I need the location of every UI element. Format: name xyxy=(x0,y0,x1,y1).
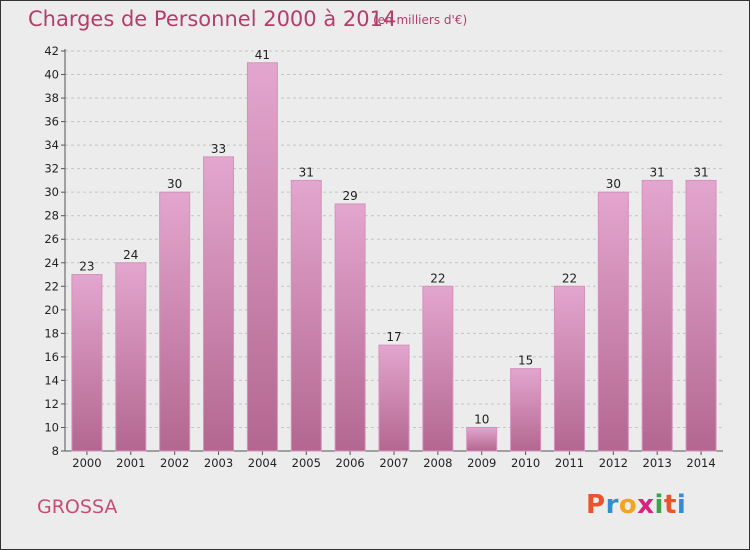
y-tick-label: 26 xyxy=(44,232,59,246)
y-tick-label: 22 xyxy=(44,279,59,293)
bar-2009 xyxy=(466,426,498,452)
bar-2012 xyxy=(597,191,629,452)
logo-letter: t xyxy=(663,490,677,520)
x-tick-label-2013: 2013 xyxy=(643,456,672,470)
value-label-2011: 22 xyxy=(562,271,577,285)
x-tick-label-2000: 2000 xyxy=(72,456,101,470)
y-tick-label: 40 xyxy=(44,68,59,82)
value-label-2002: 30 xyxy=(167,177,182,191)
bar-2005 xyxy=(290,179,322,452)
x-tick-label-2012: 2012 xyxy=(599,456,628,470)
x-tick-label-2010: 2010 xyxy=(511,456,540,470)
x-tick-label-2005: 2005 xyxy=(292,456,321,470)
x-tick-label-2001: 2001 xyxy=(116,456,145,470)
logo-letter: i xyxy=(654,490,664,520)
value-label-2013: 31 xyxy=(650,165,665,179)
y-tick-label: 32 xyxy=(44,162,59,176)
value-label-2008: 22 xyxy=(430,271,445,285)
bar-2008 xyxy=(422,285,454,452)
proxiti-logo: Proxiti xyxy=(586,490,686,520)
value-label-2007: 17 xyxy=(386,330,401,344)
y-tick-label: 38 xyxy=(44,91,59,105)
bar-2011 xyxy=(553,285,585,452)
y-tick-label: 42 xyxy=(44,44,59,58)
logo-letter: o xyxy=(618,490,638,520)
value-label-2014: 31 xyxy=(693,165,708,179)
value-label-2003: 33 xyxy=(211,142,226,156)
logo-letter: i xyxy=(676,490,687,520)
commune-name: GROSSA xyxy=(37,496,118,518)
x-tick-label-2006: 2006 xyxy=(335,456,364,470)
y-tick-label: 36 xyxy=(44,115,59,129)
bars xyxy=(71,62,717,452)
bar-2000 xyxy=(71,274,103,452)
x-tick-label-2007: 2007 xyxy=(379,456,408,470)
bar-2006 xyxy=(334,203,366,452)
value-label-2005: 31 xyxy=(299,165,314,179)
bar-2014 xyxy=(685,179,717,452)
value-label-2010: 15 xyxy=(518,354,533,368)
logo-letter: P xyxy=(586,490,606,520)
bar-2001 xyxy=(115,262,147,452)
value-label-2012: 30 xyxy=(606,177,621,191)
bar-2002 xyxy=(159,191,191,452)
y-tick-label: 24 xyxy=(44,256,59,270)
labels: 8 10 12 14 16 18 20 22 24 26 28 30 32 34 36 38 40 42 23 200… xyxy=(44,44,715,470)
bar-2010 xyxy=(510,368,542,452)
logo-letter: r xyxy=(605,490,619,520)
y-tick-label: 30 xyxy=(44,185,59,199)
bar-2013 xyxy=(641,179,673,452)
y-tick-label: 18 xyxy=(44,326,59,340)
bar-2003 xyxy=(203,156,235,452)
bar-2007 xyxy=(378,344,410,452)
value-label-2006: 29 xyxy=(342,189,357,203)
x-tick-label-2011: 2011 xyxy=(555,456,584,470)
x-tick-label-2014: 2014 xyxy=(686,456,715,470)
value-label-2000: 23 xyxy=(79,260,94,274)
y-tick-label: 14 xyxy=(44,373,59,387)
value-label-2001: 24 xyxy=(123,248,138,262)
logo-letter: x xyxy=(637,490,655,520)
y-tick-label: 16 xyxy=(44,350,59,364)
chart-title: Charges de Personnel 2000 à 2014 xyxy=(28,7,397,31)
x-tick-label-2004: 2004 xyxy=(248,456,277,470)
bar-2004 xyxy=(246,62,278,452)
value-label-2004: 41 xyxy=(255,48,270,62)
value-label-2009: 10 xyxy=(474,412,489,426)
x-tick-label-2003: 2003 xyxy=(204,456,233,470)
x-tick-label-2009: 2009 xyxy=(467,456,496,470)
y-tick-label: 8 xyxy=(52,444,59,458)
y-tick-label: 34 xyxy=(44,138,59,152)
y-tick-label: 20 xyxy=(44,303,59,317)
y-tick-label: 12 xyxy=(44,397,59,411)
chart-unit: (en milliers d'€) xyxy=(373,13,468,27)
x-tick-label-2002: 2002 xyxy=(160,456,189,470)
y-tick-label: 28 xyxy=(44,209,59,223)
y-tick-label: 10 xyxy=(44,420,59,434)
x-tick-label-2008: 2008 xyxy=(423,456,452,470)
